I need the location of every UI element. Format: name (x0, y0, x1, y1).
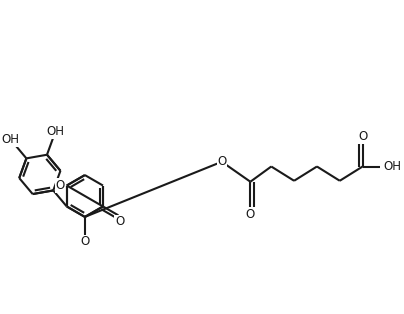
Text: O: O (245, 208, 254, 221)
Text: O: O (56, 179, 65, 192)
Text: O: O (115, 215, 124, 228)
Text: O: O (80, 235, 89, 248)
Text: O: O (358, 130, 367, 143)
Text: OH: OH (384, 160, 402, 173)
Text: O: O (217, 155, 227, 168)
Text: OH: OH (2, 133, 20, 146)
Text: OH: OH (46, 126, 64, 138)
